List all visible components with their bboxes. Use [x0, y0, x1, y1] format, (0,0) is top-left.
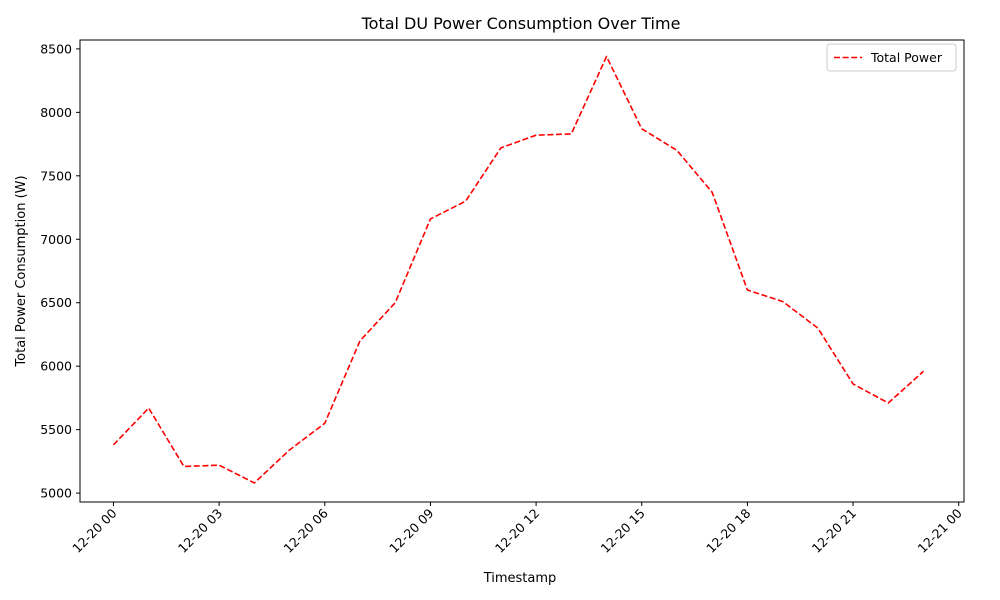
x-tick-label: 12-20 03 — [175, 506, 225, 556]
x-tick-label: 12-20 09 — [386, 505, 436, 555]
x-tick-label: 12-21 00 — [914, 505, 964, 555]
y-tick-label: 8500 — [40, 41, 72, 56]
y-tick-label: 6500 — [40, 295, 72, 310]
x-tick-label: 12-20 06 — [281, 505, 331, 555]
y-tick-label: 7500 — [40, 168, 72, 183]
legend-box — [826, 43, 957, 72]
x-tick-label: 12-20 15 — [598, 506, 648, 556]
y-tick-label: 8000 — [40, 105, 72, 120]
chart-title: Total DU Power Consumption Over Time — [361, 14, 681, 33]
y-tick-label: 7000 — [40, 232, 72, 247]
x-tick-label: 12-20 18 — [703, 505, 753, 555]
x-axis: 12-20 00 12-20 03 12-20 06 12-20 09 12-20 12… — [69, 502, 965, 556]
plot-area-frame — [79, 39, 965, 503]
y-tick-label: 5000 — [40, 486, 72, 501]
y-tick-label: 6000 — [40, 359, 72, 374]
series-layer — [112, 55, 925, 484]
x-tick-label: 12-20 21 — [809, 506, 859, 556]
legend: Total Power — [826, 43, 957, 72]
x-tick-label: 12-20 12 — [492, 506, 542, 556]
x-tick-label: 12-20 00 — [69, 505, 119, 555]
x-axis-label: Timestamp — [483, 571, 557, 586]
y-tick-label: 5500 — [40, 422, 72, 437]
series-line-total-power — [112, 55, 925, 484]
y-axis-label: Total Power Consumption (W) — [14, 175, 29, 367]
legend-label: Total Power — [870, 50, 943, 65]
y-axis: 5000 5500 6000 6500 7000 7500 8000 8500 — [40, 41, 80, 501]
